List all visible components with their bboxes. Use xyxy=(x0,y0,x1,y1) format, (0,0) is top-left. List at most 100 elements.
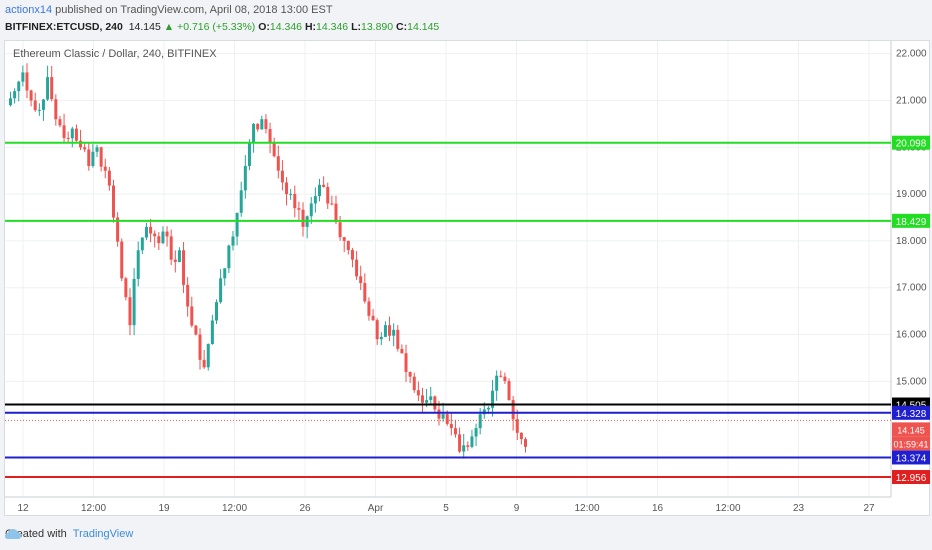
candle-body xyxy=(458,434,462,452)
candle-body xyxy=(466,445,470,447)
y-tick-label: 18.000 xyxy=(896,236,927,247)
candle-body xyxy=(50,77,54,100)
candle-body xyxy=(25,72,29,91)
candle-body xyxy=(103,166,107,171)
x-tick-label: 16 xyxy=(652,503,664,514)
candle-body xyxy=(54,99,58,120)
candle-body xyxy=(392,329,396,336)
y-tick-label: 21.000 xyxy=(896,95,927,106)
candle-body xyxy=(355,259,359,277)
symbol-ohlc-line: BITFINEX:ETCUSD, 240 14.145 ▲ +0.716 (+5… xyxy=(5,21,439,33)
publish-info: actionx14 published on TradingView.com, … xyxy=(5,4,333,16)
candle-body xyxy=(375,320,379,340)
candle-body xyxy=(13,91,17,99)
candle-body xyxy=(37,109,41,111)
candle-body xyxy=(470,436,474,447)
candle-body xyxy=(404,353,408,372)
level-price-tag xyxy=(892,470,930,485)
candle-body xyxy=(507,381,511,401)
candle-body xyxy=(223,268,227,279)
candle-body xyxy=(379,336,383,340)
level-price-tag xyxy=(892,135,930,150)
candle-body xyxy=(524,439,527,447)
candle-body xyxy=(140,237,144,251)
candle-body xyxy=(58,119,62,126)
candle-body xyxy=(9,98,12,106)
candle-body xyxy=(157,236,161,244)
candle-body xyxy=(62,125,66,138)
x-tick-label: 12:00 xyxy=(81,503,106,514)
candle-body xyxy=(235,212,239,237)
candle-body xyxy=(449,423,453,429)
candle-body xyxy=(116,217,120,242)
level-price-label: 20.098 xyxy=(896,139,927,150)
candle-body xyxy=(243,166,247,191)
candle-body xyxy=(326,186,330,204)
candle-body xyxy=(346,240,350,251)
candle-body xyxy=(227,245,231,269)
tradingview-brand: TradingView xyxy=(72,528,134,540)
candle-body xyxy=(342,237,346,241)
level-price-label: 12.956 xyxy=(896,473,927,484)
candle-body xyxy=(112,185,115,218)
current-price-label: 01:59:41 xyxy=(893,439,928,449)
candle-body xyxy=(495,375,499,391)
candle-body xyxy=(276,156,280,171)
y-tick-label: 17.000 xyxy=(896,283,927,294)
x-tick-label: 26 xyxy=(299,503,311,514)
candle-body xyxy=(433,396,437,410)
candle-body xyxy=(503,376,507,382)
candle-body xyxy=(79,140,83,148)
candle-body xyxy=(83,147,87,150)
current-price-label: 14.145 xyxy=(897,425,925,435)
candle-body xyxy=(453,428,457,435)
candle-body xyxy=(66,137,70,139)
candle-body xyxy=(256,123,260,130)
candle-body xyxy=(272,142,276,157)
high-value: 14.346 xyxy=(316,21,349,33)
chart-panel[interactable]: 12 12:00 19 12:00 26 Apr 5 9 12:00 16 12:00 23 27 22.… xyxy=(4,40,930,516)
price-chart[interactable]: 12 12:00 19 12:00 26 Apr 5 9 12:00 16 12:00 23 27 22.… xyxy=(5,41,931,517)
y-tick-label: 22.000 xyxy=(896,49,927,60)
current-price-tag xyxy=(892,436,930,451)
x-tick-label: Apr xyxy=(368,503,384,514)
candle-body xyxy=(416,390,420,396)
candle-body xyxy=(445,414,449,424)
candle-body xyxy=(334,203,338,223)
candle-body xyxy=(190,306,194,326)
symbol-label: BITFINEX:ETCUSD, 240 xyxy=(5,21,123,33)
candle-body xyxy=(511,400,515,420)
x-tick-label: 12:00 xyxy=(574,503,599,514)
x-tick-label: 5 xyxy=(443,503,449,514)
candle-body xyxy=(474,428,478,437)
candle-body xyxy=(231,236,235,246)
candle-body xyxy=(408,371,412,377)
tradingview-link[interactable]: TradingView xyxy=(5,528,134,540)
candle-body xyxy=(46,77,50,100)
candle-body xyxy=(210,320,214,345)
level-price-tag xyxy=(892,405,930,420)
author-link[interactable]: actionx14 xyxy=(5,4,53,16)
footer: Created with TradingView xyxy=(5,528,133,540)
close-label: C: xyxy=(396,21,408,33)
candle-body xyxy=(313,196,317,204)
candle-body xyxy=(91,151,95,167)
candle-body xyxy=(149,226,153,234)
candle-body xyxy=(441,414,445,419)
candle-body xyxy=(289,193,293,195)
publish-text: published on TradingView.com, April 08, … xyxy=(52,4,333,16)
y-tick-label: 19.000 xyxy=(896,189,927,200)
candle-body xyxy=(425,400,429,403)
candle-body xyxy=(194,325,198,335)
candle-body xyxy=(177,250,181,262)
candle-body xyxy=(128,297,132,326)
candle-body xyxy=(301,209,305,227)
candle-body xyxy=(107,170,111,186)
candle-body xyxy=(144,226,148,238)
high-label: H: xyxy=(304,21,317,33)
candle-body xyxy=(412,376,416,391)
candle-body xyxy=(383,325,387,337)
x-tick-label: 9 xyxy=(514,503,520,514)
x-tick-label: 12:00 xyxy=(222,503,247,514)
candle-body xyxy=(388,325,392,336)
